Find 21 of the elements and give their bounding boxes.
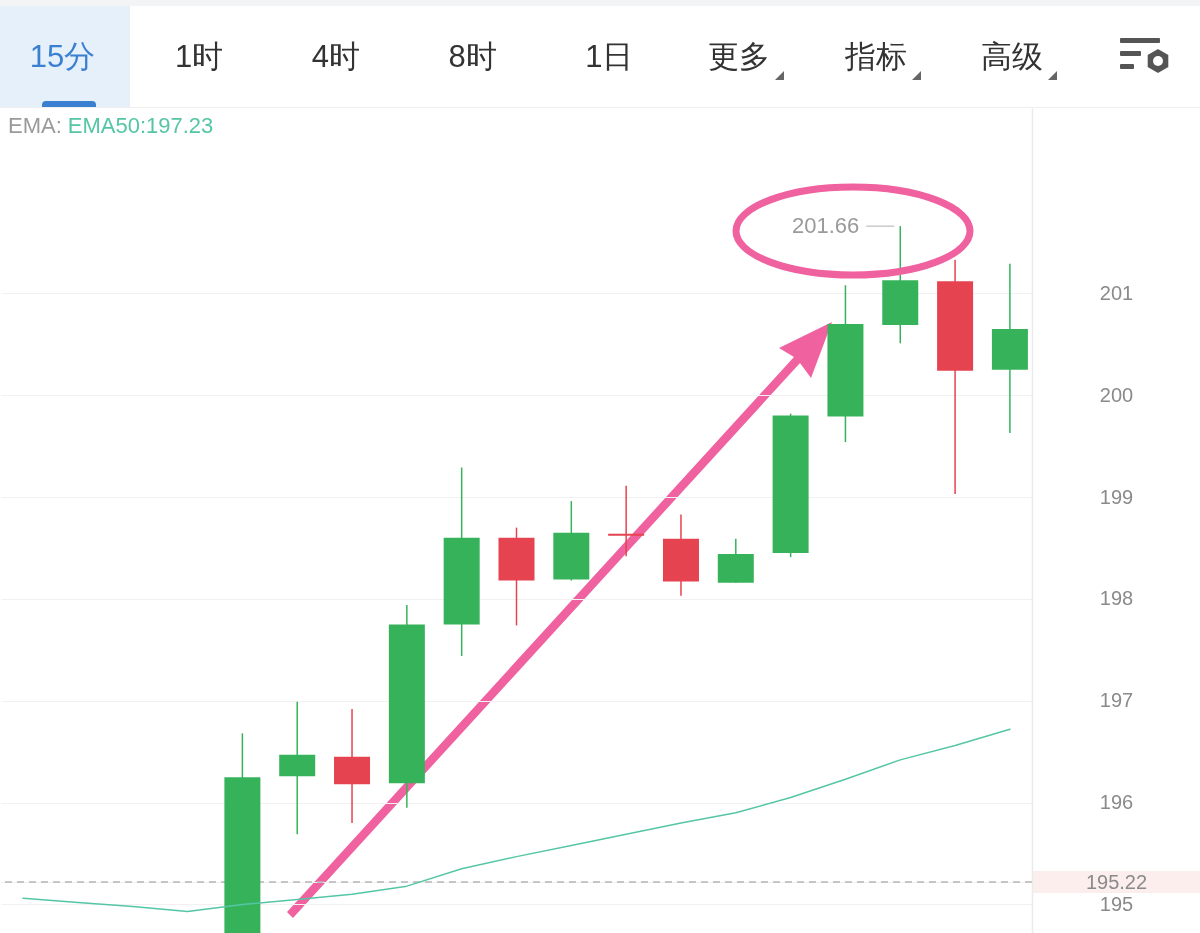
text: 8时 [448, 37, 497, 76]
y-tick-label: 199 [1099, 485, 1134, 508]
candlestick [608, 485, 645, 557]
text: EMA50:197.23 [67, 113, 214, 138]
y-tick-label: 198 [1099, 587, 1134, 610]
text: 更多 [708, 37, 770, 76]
y-tick-label: 195.22 [1085, 870, 1148, 893]
y-tick-label: 197 [1099, 689, 1134, 712]
y-tick-label: 196 [1099, 791, 1134, 814]
text: 1日 [585, 37, 634, 76]
legend-title: EMA: [8, 113, 62, 138]
text: 1时 [175, 37, 224, 76]
text: 高级 [981, 37, 1044, 76]
text: 15分 [29, 37, 96, 76]
y-tick-label: 201 [1099, 281, 1134, 304]
text: 4时 [311, 37, 361, 76]
y-tick-label: 200 [1099, 383, 1134, 406]
text: 指标 [844, 37, 907, 76]
y-tick-label: 195 [1099, 892, 1134, 915]
line-series [22, 728, 1011, 913]
annotation: 201.66 [791, 213, 860, 239]
